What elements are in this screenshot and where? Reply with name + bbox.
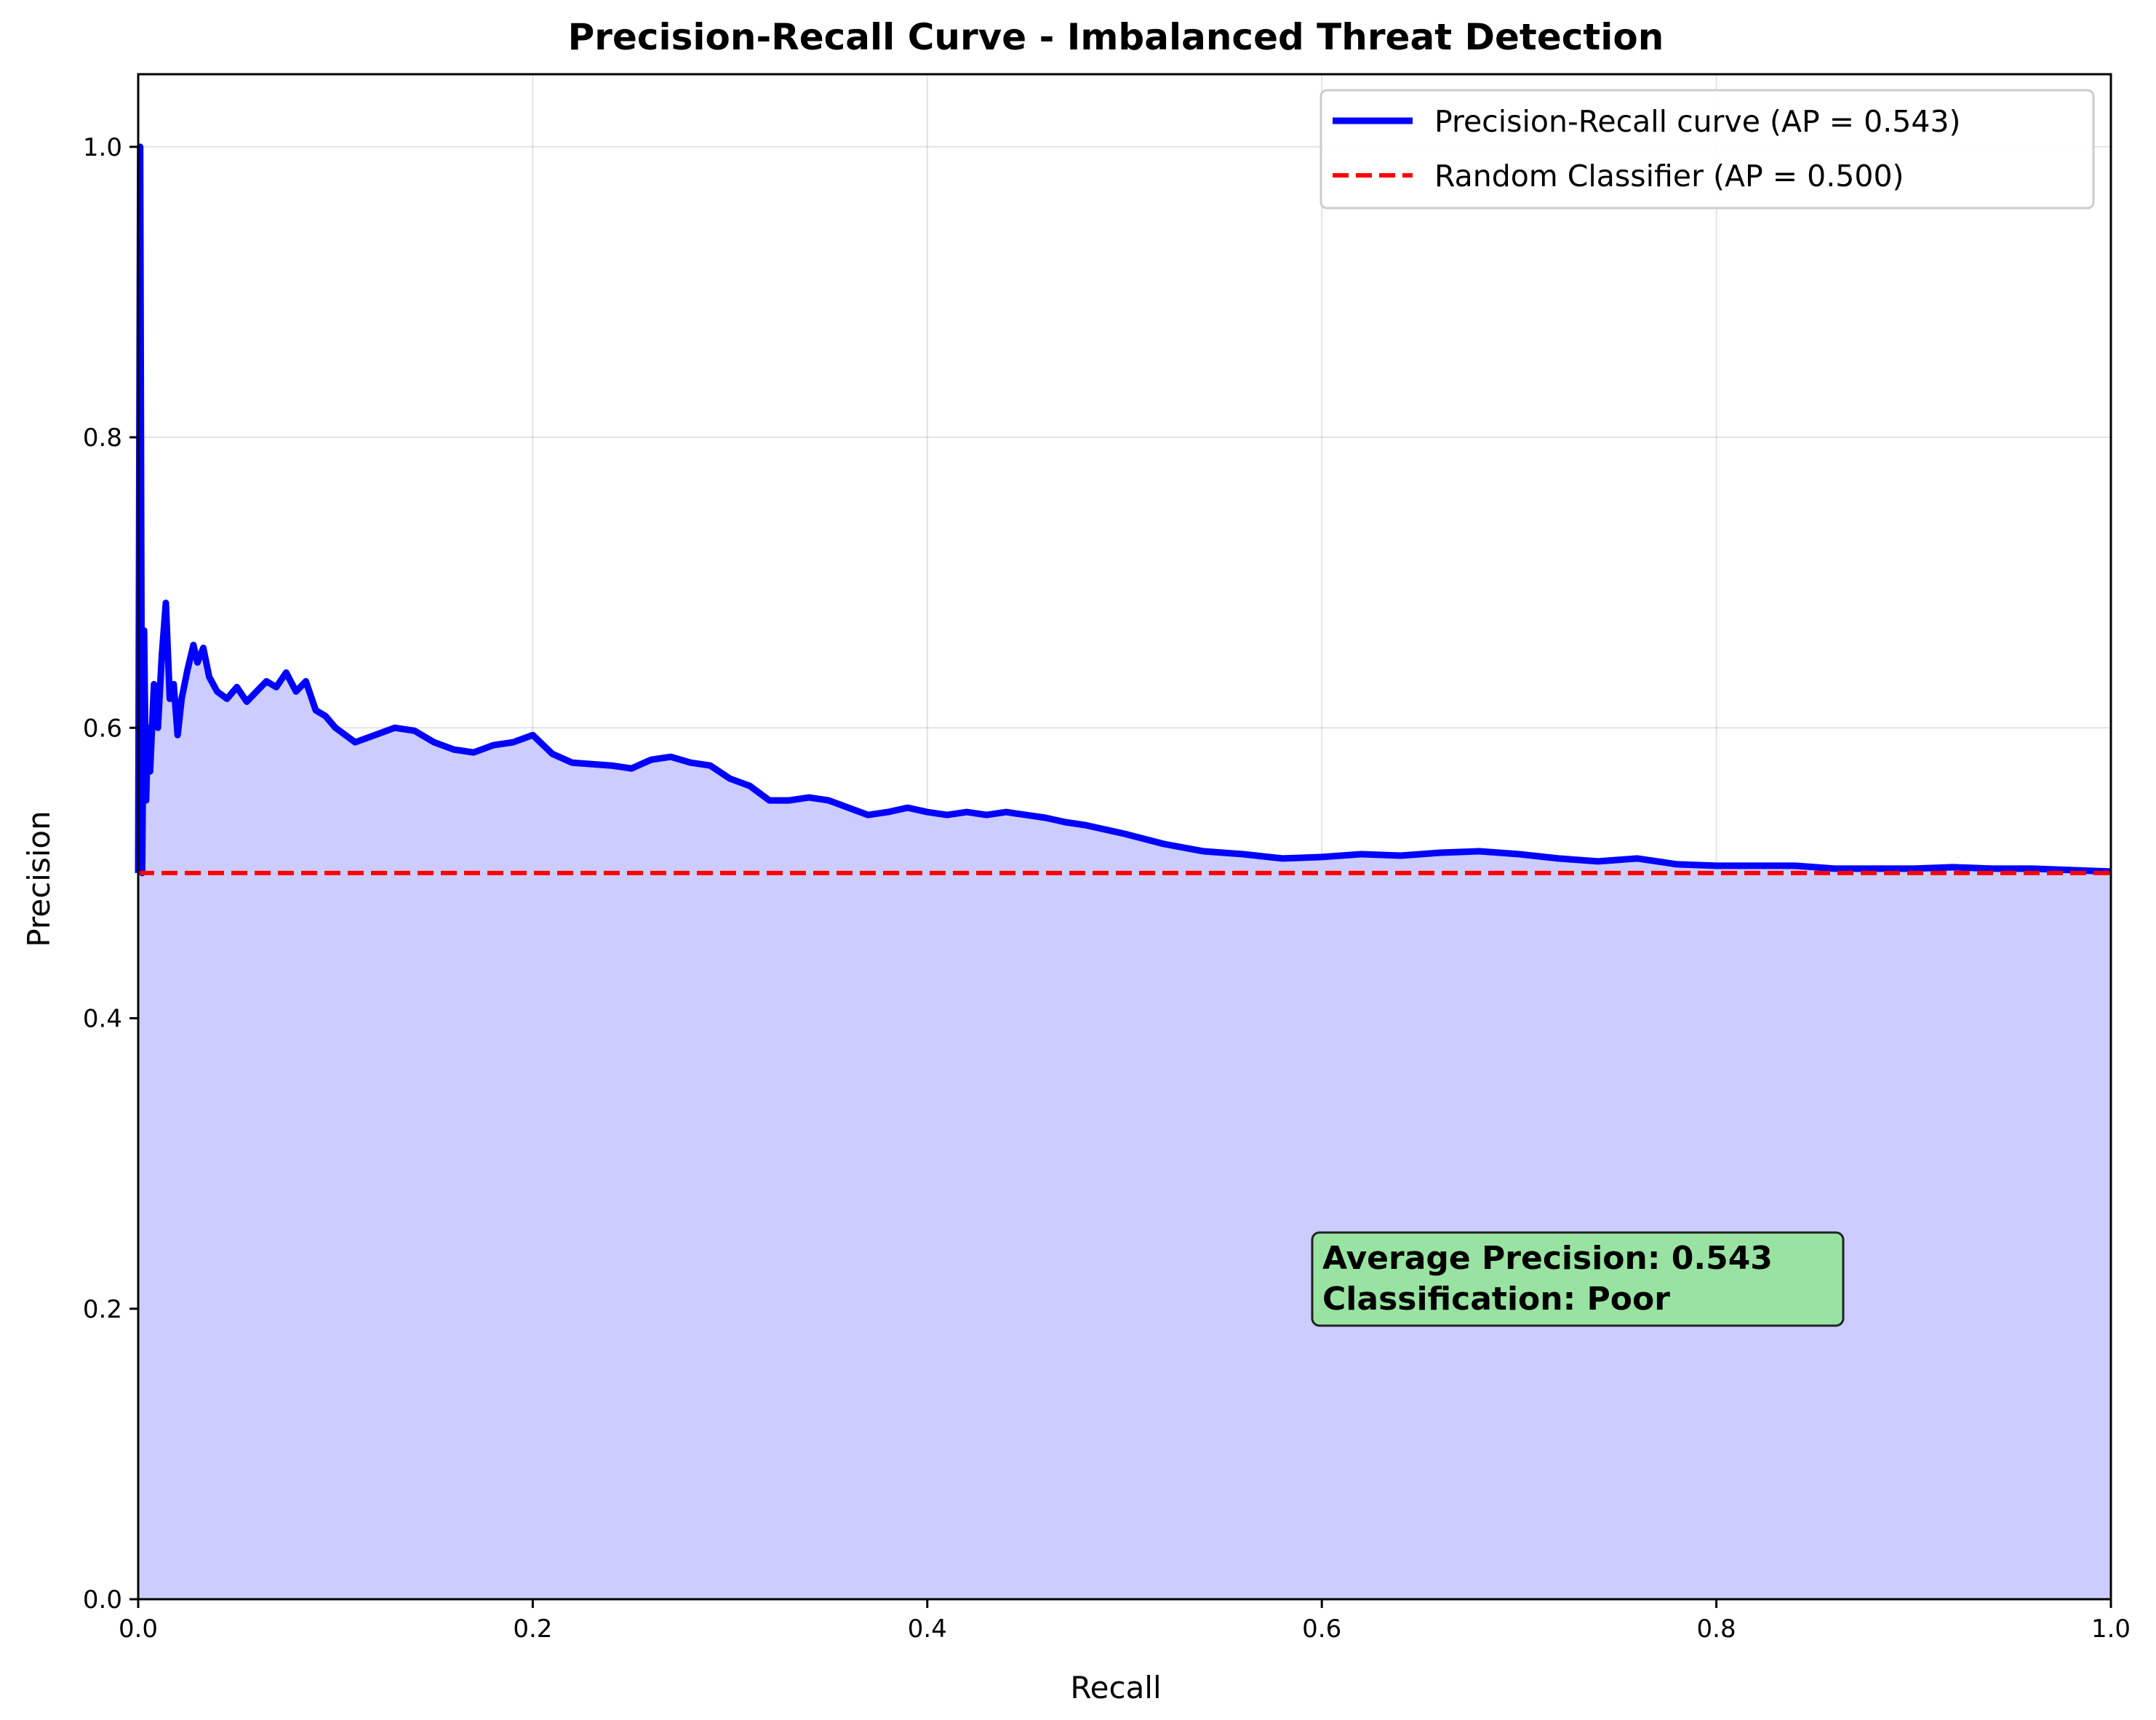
axes-frame bbox=[137, 73, 2112, 1601]
y-tick-label: 0.4 bbox=[83, 1005, 122, 1034]
axes: 0.0 0.2 0.4 0.6 0.8 1.0 0.0 0.2 0.4 0.6 0.8 1.0 bbox=[83, 73, 2131, 1644]
x-tick-label: 1.0 bbox=[2091, 1615, 2131, 1644]
y-axis-title: Precision bbox=[21, 811, 57, 947]
legend: Precision-Recall curve (AP = 0.543) Rand… bbox=[1319, 89, 2095, 210]
y-tick-label: 0.2 bbox=[83, 1295, 122, 1324]
legend-label-precision-recall: Precision-Recall curve (AP = 0.543) bbox=[1434, 104, 1961, 139]
x-tick-label: 0.2 bbox=[513, 1615, 552, 1644]
x-tick-label: 0.6 bbox=[1302, 1615, 1341, 1644]
chart-title: Precision-Recall Curve - Imbalanced Thre… bbox=[568, 16, 1664, 58]
annotation-line-average-precision: Average Precision: 0.543 bbox=[1322, 1240, 1773, 1277]
y-tick-label: 1.0 bbox=[83, 133, 122, 162]
annotation-box bbox=[1311, 1231, 1845, 1327]
y-tick-label: 0.6 bbox=[83, 714, 122, 743]
y-tick-label: 0.0 bbox=[83, 1585, 122, 1615]
precision-recall-line bbox=[135, 143, 2112, 877]
legend-box bbox=[1319, 89, 2095, 210]
legend-label-random-classifier: Random Classifier (AP = 0.500) bbox=[1434, 159, 1904, 194]
x-axis-title: Recall bbox=[1070, 1670, 1161, 1705]
x-tick-label: 0.4 bbox=[908, 1615, 947, 1644]
y-tick-label: 0.8 bbox=[83, 423, 122, 453]
x-tick-label: 0.0 bbox=[119, 1615, 158, 1644]
annotation-line-classification: Classification: Poor bbox=[1322, 1281, 1670, 1318]
x-tick-label: 0.8 bbox=[1697, 1615, 1736, 1644]
average-precision-annotation: Average Precision: 0.543 Classification:… bbox=[1311, 1231, 1845, 1327]
